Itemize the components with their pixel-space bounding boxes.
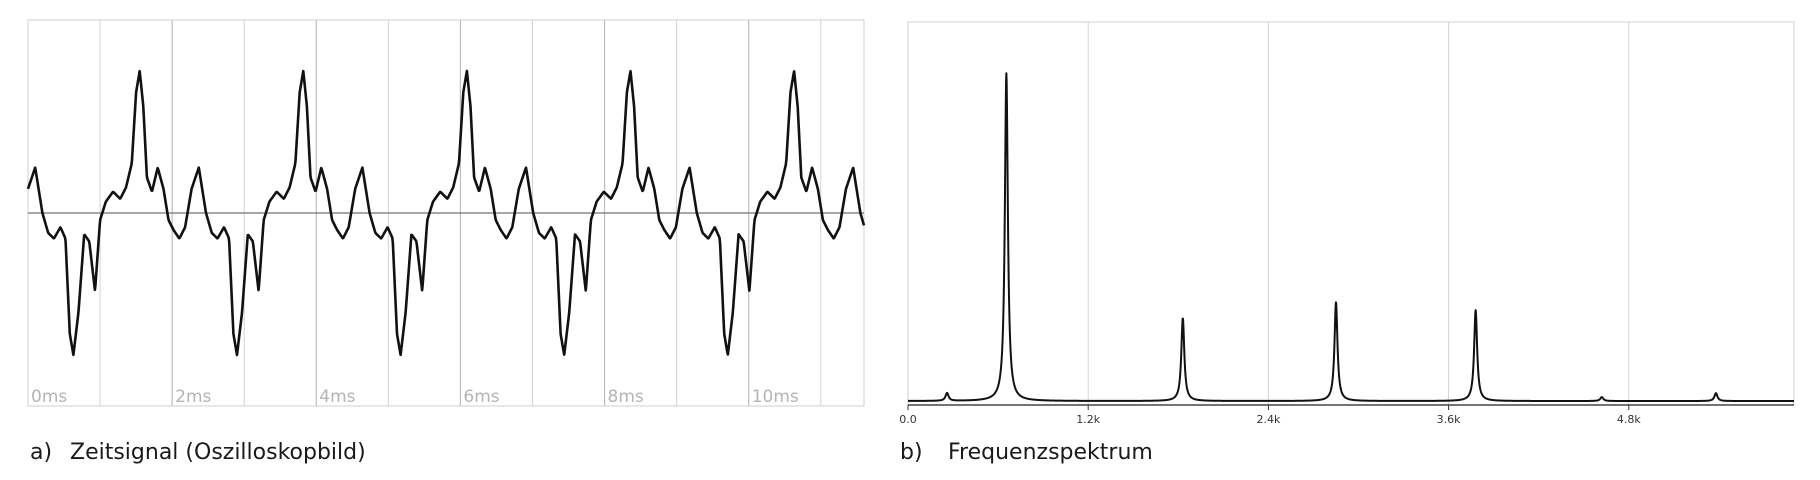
caption-a: a) Zeitsignal (Oszilloskopbild) [30,440,366,465]
time-tick-label: 2ms [175,387,211,407]
spectrum-panel: 0.0 1.2k 2.4k 3.6k 4.8k [899,21,1795,426]
caption-b-text: Frequenzspektrum [948,440,1153,465]
oscilloscope-panel: 0ms 2ms 4ms 6ms 8ms 10ms [26,19,866,407]
frequency-tick-label: 1.2k [1076,413,1100,426]
time-tick-label: 8ms [608,387,644,407]
signal-trace [26,69,866,357]
frequency-tick-label: 0.0 [899,413,917,426]
time-tick-label: 6ms [463,387,499,407]
time-tick-labels: 0ms 2ms 4ms 6ms 8ms 10ms [31,387,799,407]
frequency-tick-label: 3.6k [1437,413,1461,426]
frequency-tick-label: 2.4k [1256,413,1280,426]
caption-b-letter: b) [900,440,923,465]
caption-a-text: Zeitsignal (Oszilloskopbild) [70,440,366,465]
frequency-tick-labels: 0.0 1.2k 2.4k 3.6k 4.8k [899,405,1641,426]
time-tick-label: 10ms [752,387,799,407]
caption-a-letter: a) [30,440,53,465]
caption-b: b) Frequenzspektrum [900,440,1153,465]
frequency-tick-label: 4.8k [1617,413,1641,426]
spectrum-trace [907,72,1795,403]
time-tick-label: 0ms [31,387,67,407]
spectrum-grid [1087,22,1630,405]
time-tick-label: 4ms [319,387,355,407]
spectrum-frame [907,21,1795,406]
